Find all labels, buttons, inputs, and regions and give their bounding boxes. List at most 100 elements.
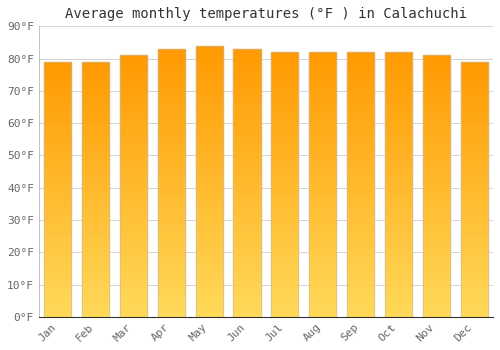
Bar bbox=[309, 147, 336, 153]
Bar bbox=[120, 312, 147, 317]
Bar bbox=[234, 49, 260, 54]
Bar bbox=[422, 55, 450, 61]
Bar bbox=[422, 128, 450, 134]
Bar bbox=[422, 280, 450, 286]
Bar bbox=[82, 235, 109, 240]
Bar bbox=[44, 184, 72, 189]
Bar bbox=[234, 237, 260, 242]
Bar bbox=[347, 169, 374, 174]
Bar bbox=[234, 49, 260, 317]
Bar bbox=[158, 268, 185, 274]
Bar bbox=[82, 103, 109, 108]
Bar bbox=[460, 205, 488, 210]
Bar bbox=[158, 172, 185, 177]
Bar bbox=[309, 68, 336, 73]
Bar bbox=[385, 142, 412, 147]
Bar bbox=[271, 200, 298, 206]
Bar bbox=[309, 290, 336, 296]
Bar bbox=[271, 68, 298, 73]
Bar bbox=[196, 295, 223, 301]
Bar bbox=[385, 259, 412, 264]
Bar bbox=[82, 123, 109, 128]
Bar bbox=[309, 57, 336, 63]
Bar bbox=[460, 230, 488, 235]
Bar bbox=[82, 307, 109, 312]
Bar bbox=[460, 251, 488, 256]
Bar bbox=[120, 134, 147, 139]
Bar bbox=[120, 128, 147, 134]
Bar bbox=[120, 155, 147, 160]
Bar bbox=[44, 108, 72, 113]
Bar bbox=[158, 145, 185, 151]
Bar bbox=[234, 145, 260, 151]
Bar bbox=[158, 177, 185, 183]
Bar bbox=[460, 113, 488, 118]
Bar bbox=[271, 211, 298, 216]
Bar bbox=[234, 188, 260, 194]
Bar bbox=[347, 285, 374, 290]
Bar bbox=[120, 306, 147, 312]
Bar bbox=[385, 211, 412, 216]
Bar bbox=[460, 225, 488, 230]
Bar bbox=[120, 165, 147, 170]
Bar bbox=[347, 200, 374, 206]
Bar bbox=[271, 142, 298, 147]
Bar bbox=[271, 269, 298, 274]
Bar bbox=[309, 264, 336, 269]
Bar bbox=[460, 128, 488, 133]
Bar bbox=[120, 55, 147, 317]
Bar bbox=[422, 217, 450, 223]
Bar bbox=[347, 195, 374, 200]
Bar bbox=[158, 97, 185, 103]
Bar bbox=[309, 243, 336, 248]
Bar bbox=[271, 110, 298, 116]
Bar bbox=[460, 103, 488, 108]
Bar bbox=[120, 238, 147, 244]
Bar bbox=[44, 77, 72, 82]
Bar bbox=[460, 261, 488, 266]
Bar bbox=[271, 179, 298, 184]
Bar bbox=[158, 274, 185, 279]
Bar bbox=[347, 68, 374, 73]
Bar bbox=[385, 290, 412, 296]
Bar bbox=[271, 105, 298, 110]
Bar bbox=[385, 121, 412, 126]
Bar bbox=[82, 133, 109, 138]
Bar bbox=[309, 306, 336, 312]
Bar bbox=[460, 62, 488, 67]
Bar bbox=[44, 296, 72, 301]
Bar bbox=[385, 264, 412, 269]
Bar bbox=[347, 312, 374, 317]
Bar bbox=[422, 286, 450, 290]
Bar bbox=[309, 137, 336, 142]
Bar bbox=[44, 256, 72, 261]
Bar bbox=[385, 100, 412, 105]
Bar bbox=[44, 245, 72, 251]
Bar bbox=[234, 279, 260, 285]
Bar bbox=[271, 243, 298, 248]
Bar bbox=[120, 280, 147, 286]
Bar bbox=[196, 262, 223, 268]
Bar bbox=[196, 138, 223, 143]
Bar bbox=[82, 113, 109, 118]
Bar bbox=[385, 274, 412, 280]
Bar bbox=[82, 301, 109, 307]
Bar bbox=[82, 225, 109, 230]
Bar bbox=[234, 258, 260, 263]
Bar bbox=[422, 197, 450, 202]
Bar bbox=[196, 219, 223, 225]
Bar bbox=[82, 245, 109, 251]
Bar bbox=[120, 176, 147, 181]
Bar bbox=[120, 290, 147, 296]
Bar bbox=[234, 252, 260, 258]
Bar bbox=[271, 190, 298, 195]
Bar bbox=[158, 151, 185, 156]
Bar bbox=[234, 70, 260, 76]
Bar bbox=[158, 70, 185, 76]
Bar bbox=[120, 92, 147, 97]
Bar bbox=[347, 179, 374, 184]
Bar bbox=[196, 46, 223, 51]
Bar bbox=[271, 248, 298, 253]
Bar bbox=[347, 222, 374, 227]
Bar bbox=[271, 290, 298, 296]
